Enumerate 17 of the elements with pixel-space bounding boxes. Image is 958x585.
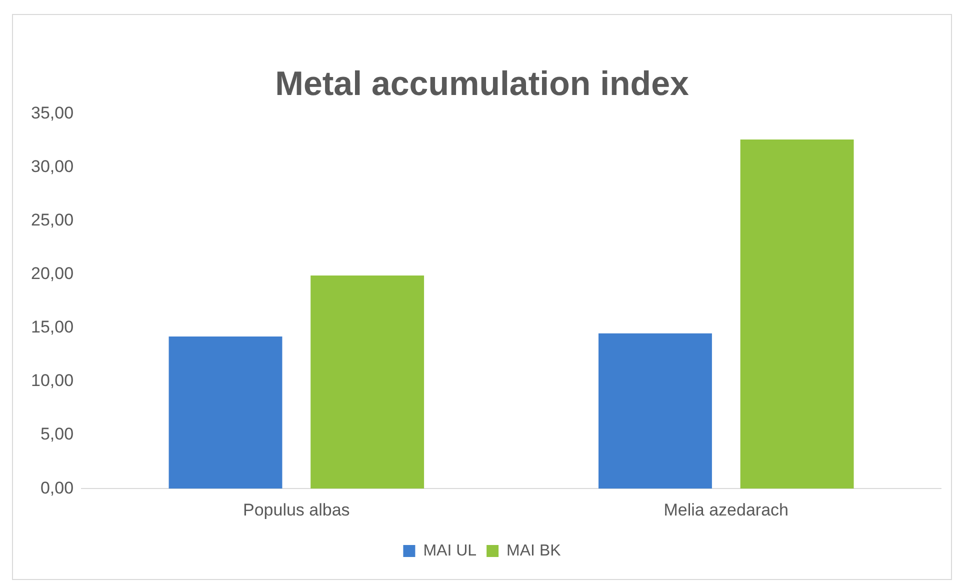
chart-title: Metal accumulation index bbox=[275, 64, 689, 103]
y-tick-label: 30,00 bbox=[30, 157, 74, 176]
bar bbox=[310, 276, 424, 489]
bar bbox=[168, 336, 282, 489]
y-tick-label: 0,00 bbox=[40, 478, 74, 498]
bar bbox=[740, 140, 854, 489]
x-tick-label: Melia azedarach bbox=[664, 500, 789, 520]
legend-label: MAI UL bbox=[423, 542, 477, 560]
y-tick-label: 25,00 bbox=[30, 210, 74, 230]
bar bbox=[598, 333, 712, 489]
y-tick-label: 10,00 bbox=[30, 371, 74, 390]
y-tick-label: 15,00 bbox=[30, 318, 74, 337]
y-tick-label: 35,00 bbox=[30, 103, 74, 122]
legend-label: MAI BK bbox=[506, 542, 562, 560]
x-tick-label: Populus albas bbox=[243, 500, 350, 520]
y-tick-label: 5,00 bbox=[40, 424, 74, 444]
y-tick-label: 20,00 bbox=[30, 264, 74, 284]
